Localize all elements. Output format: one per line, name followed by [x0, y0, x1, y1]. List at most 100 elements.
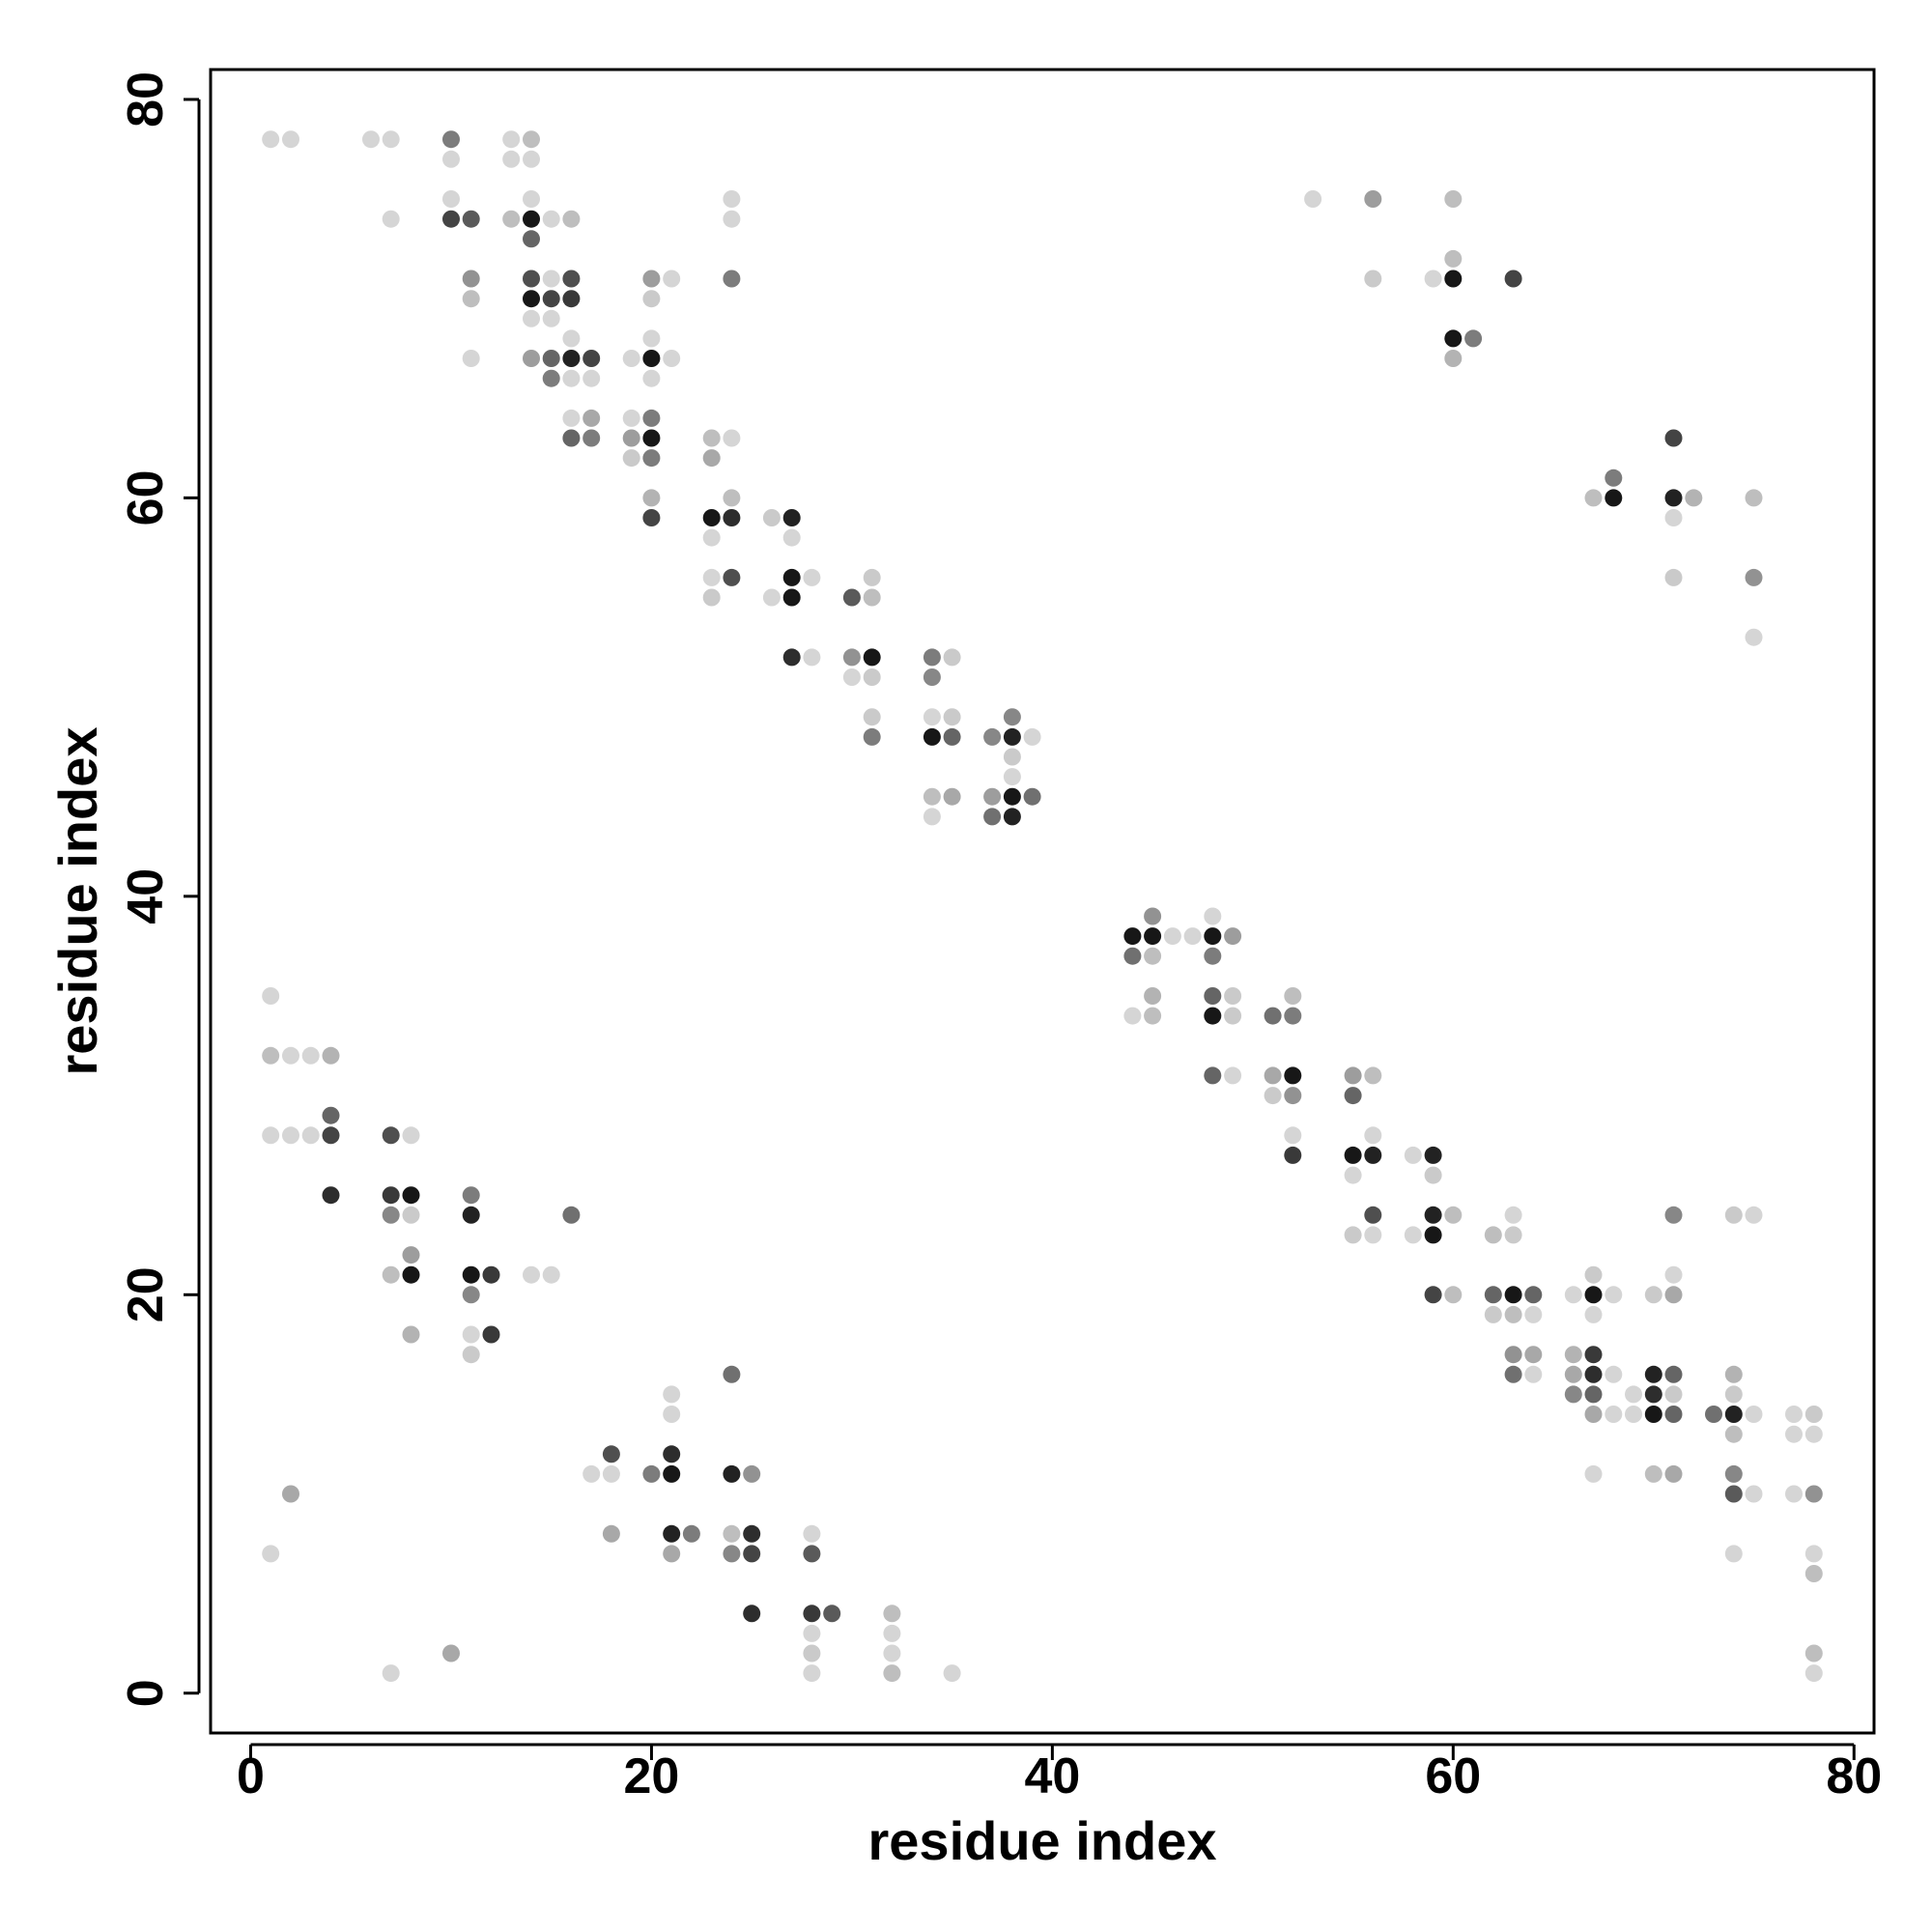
data-point [582, 409, 601, 427]
data-point [1644, 1365, 1662, 1383]
data-point [542, 1265, 560, 1284]
data-point [642, 409, 661, 427]
data-point [723, 190, 741, 208]
data-point [1023, 727, 1041, 746]
data-point [542, 369, 560, 387]
data-point [702, 509, 721, 526]
data-point [523, 350, 540, 367]
data-point [1444, 270, 1463, 288]
data-point [1804, 1545, 1823, 1563]
data-point [1364, 1226, 1382, 1244]
x-axis: 0 20 40 60 80 [237, 1743, 1882, 1804]
data-point [663, 1445, 681, 1463]
data-point [642, 329, 661, 348]
data-point [402, 1126, 420, 1145]
data-point [723, 568, 741, 586]
data-point [602, 1464, 620, 1483]
data-point [1724, 1206, 1743, 1224]
data-point [1664, 1206, 1683, 1224]
data-point [1224, 927, 1242, 946]
data-point [1664, 1365, 1683, 1383]
data-point [382, 210, 400, 228]
data-point [1724, 1425, 1743, 1443]
data-point [1344, 1146, 1362, 1164]
data-point [1344, 1166, 1362, 1184]
data-point [1664, 429, 1683, 447]
data-point [723, 1545, 741, 1563]
x-tick-label: 20 [624, 1748, 680, 1804]
data-point [1605, 469, 1623, 487]
data-point [642, 429, 661, 447]
data-point [1504, 1286, 1522, 1304]
data-point [1724, 1485, 1743, 1503]
data-point [663, 1406, 681, 1423]
data-point [803, 1605, 821, 1623]
data-point [1304, 190, 1322, 208]
data-point [782, 509, 801, 526]
data-point [1745, 489, 1763, 507]
data-point [1644, 1464, 1662, 1483]
data-point [1605, 1406, 1623, 1423]
data-point [1284, 1126, 1302, 1145]
data-point [723, 210, 741, 228]
data-point [1584, 489, 1603, 507]
data-point [1003, 748, 1021, 766]
data-point [562, 409, 581, 427]
data-point [523, 190, 540, 208]
data-point [1404, 1226, 1422, 1244]
data-point [1424, 1166, 1442, 1184]
data-point [1284, 1146, 1302, 1164]
data-point [1524, 1365, 1543, 1383]
data-point [1524, 1305, 1543, 1323]
data-point [1364, 1206, 1382, 1224]
data-point [782, 588, 801, 607]
x-axis-title: residue index [867, 1810, 1216, 1871]
data-point [782, 528, 801, 547]
data-point [1163, 927, 1181, 946]
data-point [883, 1664, 901, 1683]
data-point [1785, 1485, 1803, 1503]
y-tick-label: 80 [118, 71, 174, 128]
data-point [923, 668, 941, 686]
data-point [803, 568, 821, 586]
data-point [1664, 509, 1683, 526]
data-point [1584, 1464, 1603, 1483]
data-point [602, 1445, 620, 1463]
data-points [262, 130, 1823, 1683]
data-point [562, 369, 581, 387]
y-tick-label: 20 [118, 1266, 174, 1322]
data-point [1644, 1406, 1662, 1423]
data-point [322, 1186, 340, 1205]
data-point [262, 1046, 280, 1065]
data-point [262, 987, 280, 1005]
data-point [723, 1524, 741, 1543]
data-point [923, 708, 941, 726]
data-point [943, 648, 961, 667]
data-point [582, 429, 601, 447]
data-point [642, 509, 661, 526]
data-point [1003, 727, 1021, 746]
data-point [1584, 1406, 1603, 1423]
data-point [1724, 1406, 1743, 1423]
data-point [1625, 1385, 1642, 1404]
data-point [1204, 947, 1222, 965]
data-point [1504, 270, 1522, 288]
data-point [863, 588, 881, 607]
data-point [842, 668, 861, 686]
data-point [1344, 1226, 1362, 1244]
data-point [762, 588, 781, 607]
data-point [382, 1265, 400, 1284]
data-point [1204, 987, 1222, 1005]
data-point [462, 1286, 480, 1304]
data-point [282, 130, 299, 149]
data-point [1204, 1007, 1222, 1025]
data-point [502, 130, 521, 149]
data-point [702, 568, 721, 586]
data-point [642, 449, 661, 468]
y-tick-label: 60 [118, 469, 174, 526]
data-point [743, 1545, 761, 1563]
data-point [1123, 1007, 1142, 1025]
data-point [462, 1346, 480, 1364]
data-point [1605, 489, 1623, 507]
data-point [842, 588, 861, 607]
